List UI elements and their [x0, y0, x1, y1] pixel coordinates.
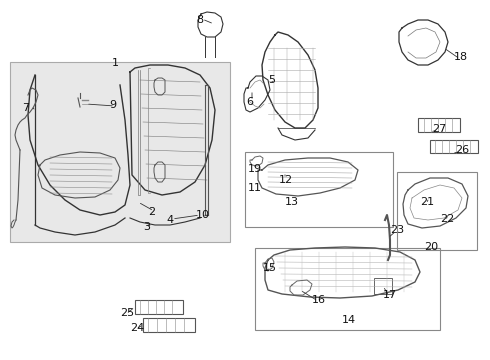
Text: 25: 25	[120, 308, 134, 318]
Text: 16: 16	[312, 295, 326, 305]
Text: 13: 13	[285, 197, 299, 207]
Bar	[143, 318, 195, 332]
Text: 21: 21	[420, 197, 434, 207]
Text: 5: 5	[268, 75, 275, 85]
Text: 20: 20	[424, 242, 438, 252]
Text: 18: 18	[454, 52, 468, 62]
Bar	[135, 300, 183, 314]
Text: 7: 7	[22, 103, 29, 113]
Bar	[255, 248, 440, 330]
Bar	[430, 140, 478, 153]
Text: 14: 14	[342, 315, 356, 325]
Text: 17: 17	[383, 290, 397, 300]
Text: 26: 26	[455, 145, 469, 155]
Text: 1: 1	[112, 58, 119, 68]
Bar	[10, 62, 230, 242]
Bar	[245, 152, 393, 227]
Bar	[418, 118, 460, 132]
Text: 12: 12	[279, 175, 293, 185]
Text: 3: 3	[143, 222, 150, 232]
Text: 23: 23	[390, 225, 404, 235]
Text: 24: 24	[130, 323, 144, 333]
Text: 15: 15	[263, 263, 277, 273]
Bar	[374, 278, 392, 294]
Text: 6: 6	[246, 97, 253, 107]
Text: 8: 8	[196, 15, 203, 25]
Bar	[397, 172, 477, 250]
Text: 9: 9	[109, 100, 116, 110]
Text: 22: 22	[440, 214, 454, 224]
Text: 27: 27	[432, 124, 446, 134]
Text: 2: 2	[148, 207, 155, 217]
Text: 11: 11	[248, 183, 262, 193]
Text: 4: 4	[166, 215, 173, 225]
Text: 19: 19	[248, 164, 262, 174]
Text: 10: 10	[196, 210, 210, 220]
